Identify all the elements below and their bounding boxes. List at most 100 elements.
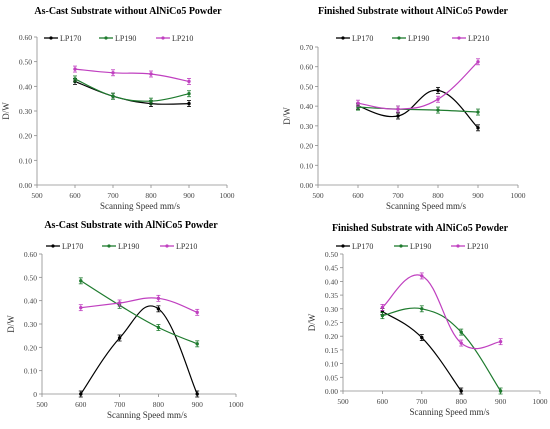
legend-label: LP210 — [176, 242, 197, 251]
y-tick-label: 0.60 — [24, 250, 37, 259]
chart-title: Finished Substrate with AlNiCo5 Powder — [332, 223, 509, 234]
series-line — [357, 89, 479, 129]
x-tick-label: 800 — [145, 191, 157, 200]
x-tick-label: 500 — [36, 400, 48, 409]
data-point — [156, 296, 161, 301]
chart-panel: As-Cast Substrate without AlNiCo5 Powder… — [1, 6, 235, 211]
data-point — [476, 60, 480, 64]
legend-label: LP190 — [115, 34, 136, 43]
data-point — [156, 307, 161, 311]
y-tick-label: 0.20 — [19, 132, 32, 141]
y-tick-label: 0.20 — [24, 343, 37, 352]
data-point — [396, 114, 400, 118]
y-tick-label: 0.10 — [24, 367, 37, 376]
x-tick-label: 700 — [114, 400, 126, 409]
data-point — [380, 313, 385, 318]
x-tick-label: 700 — [416, 397, 428, 406]
x-axis-label: Scanning Speed mm/s — [100, 201, 180, 211]
legend-marker — [397, 36, 401, 40]
y-tick-label: 0.00 — [325, 387, 338, 396]
data-point — [156, 325, 161, 330]
legend-label: LP210 — [468, 34, 489, 43]
x-tick-label: 500 — [312, 191, 324, 200]
data-point — [436, 108, 440, 112]
y-tick-label: 0.50 — [300, 82, 313, 91]
data-point — [356, 101, 360, 105]
data-point — [73, 77, 77, 81]
y-tick-label: 0.45 — [325, 264, 338, 273]
legend-label: LP170 — [352, 34, 373, 43]
legend-marker — [49, 36, 53, 40]
legend-marker — [107, 244, 111, 248]
series-line — [74, 68, 190, 82]
y-tick-label: 0.20 — [300, 142, 313, 151]
data-point — [498, 339, 503, 344]
data-point — [420, 274, 424, 278]
y-tick-label: 0.60 — [19, 33, 32, 42]
data-point — [420, 335, 424, 340]
y-tick-label: 0.10 — [19, 156, 32, 165]
data-point — [73, 67, 77, 71]
legend-label: LP170 — [62, 242, 83, 251]
x-tick-label: 600 — [377, 397, 389, 406]
legend-label: LP210 — [467, 242, 488, 251]
y-tick-label: 0.25 — [325, 319, 338, 328]
data-point — [117, 336, 122, 340]
y-tick-label: 0.00 — [19, 181, 32, 190]
y-tick-label: 0.40 — [24, 297, 37, 306]
x-tick-label: 900 — [495, 397, 507, 406]
y-tick-label: 0.05 — [325, 373, 338, 382]
y-axis-label: D/W — [282, 107, 292, 125]
y-tick-label: 0.50 — [325, 250, 338, 259]
y-tick-label: 0.40 — [300, 102, 313, 111]
x-tick-label: 1000 — [511, 191, 526, 200]
y-axis-label: D/W — [6, 315, 16, 333]
data-point — [498, 389, 503, 393]
series-line — [80, 280, 198, 345]
series-line — [382, 310, 462, 392]
data-point — [459, 341, 463, 345]
y-tick-label: 0.00 — [300, 181, 313, 190]
y-tick-label: 0.50 — [19, 58, 32, 67]
legend-label: LP190 — [410, 242, 431, 251]
x-tick-label: 700 — [392, 191, 404, 200]
legend-marker — [161, 36, 165, 40]
legend-marker — [341, 36, 345, 40]
data-point — [187, 101, 191, 106]
chart-title: As-Cast Substrate with AlNiCo5 Powder — [44, 220, 218, 231]
data-point — [436, 88, 440, 93]
legend-marker — [341, 244, 345, 248]
x-tick-label: 900 — [183, 191, 195, 200]
x-tick-label: 1000 — [220, 191, 235, 200]
x-tick-label: 600 — [69, 191, 81, 200]
x-tick-label: 800 — [432, 191, 444, 200]
y-tick-label: 0.30 — [24, 320, 37, 329]
data-point — [149, 99, 153, 103]
data-point — [195, 392, 199, 396]
data-point — [459, 389, 463, 393]
legend-marker — [104, 36, 108, 40]
x-tick-label: 700 — [107, 191, 119, 200]
series-line — [74, 78, 190, 102]
chart-panel: Finished Substrate with AlNiCo5 Powder 0.… — [307, 223, 548, 417]
series-line — [382, 307, 502, 392]
legend-marker — [165, 244, 169, 248]
y-tick-label: 0 — [33, 390, 37, 399]
y-tick-label: 0.50 — [24, 273, 37, 282]
data-point — [111, 94, 115, 98]
x-axis-label: Scanning Speed mm/s — [107, 410, 187, 420]
data-point — [459, 330, 463, 334]
x-tick-label: 1000 — [229, 400, 244, 409]
legend-marker — [51, 244, 55, 248]
data-point — [187, 92, 191, 96]
data-point — [396, 107, 400, 111]
data-point — [149, 72, 153, 76]
x-axis-label: Scanning Speed mm/s — [386, 201, 466, 211]
chart-panel: Finished Substrate without AlNiCo5 Powde… — [282, 6, 526, 211]
x-tick-label: 600 — [352, 191, 364, 200]
x-tick-label: 600 — [75, 400, 87, 409]
data-point — [380, 305, 385, 310]
legend-marker — [457, 36, 461, 40]
legend-label: LP190 — [118, 242, 139, 251]
data-point — [187, 79, 191, 84]
